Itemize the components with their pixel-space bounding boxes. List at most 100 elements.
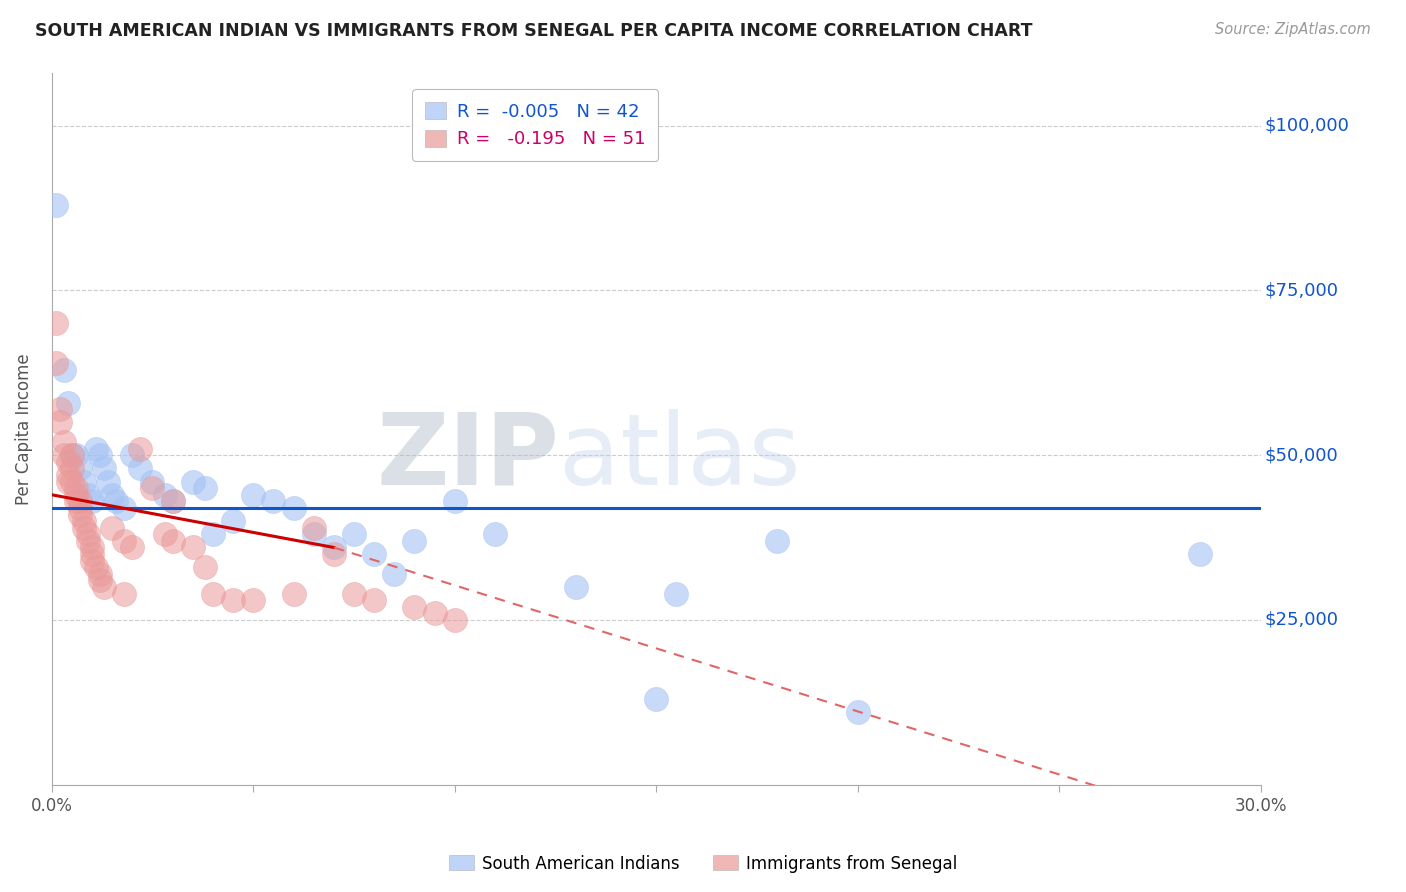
Point <box>97 475 120 489</box>
Point <box>52 448 75 462</box>
Point <box>56 468 79 483</box>
Point <box>60 475 83 489</box>
Point <box>162 494 184 508</box>
Point <box>162 533 184 548</box>
Point <box>645 692 668 706</box>
Point <box>89 566 111 581</box>
Point <box>343 527 366 541</box>
Point <box>49 402 72 417</box>
Point <box>423 607 446 621</box>
Point <box>60 448 83 462</box>
Point <box>194 560 217 574</box>
Point <box>443 613 465 627</box>
Point <box>141 475 163 489</box>
Point <box>73 521 96 535</box>
Point <box>101 488 124 502</box>
Point <box>84 560 107 574</box>
Point <box>181 475 204 489</box>
Point <box>194 481 217 495</box>
Point <box>52 435 75 450</box>
Point <box>89 574 111 588</box>
Point <box>80 541 103 555</box>
Point <box>45 198 67 212</box>
Point <box>262 494 284 508</box>
Point <box>242 488 264 502</box>
Point <box>564 580 586 594</box>
Point <box>77 527 100 541</box>
Text: SOUTH AMERICAN INDIAN VS IMMIGRANTS FROM SENEGAL PER CAPITA INCOME CORRELATION C: SOUTH AMERICAN INDIAN VS IMMIGRANTS FROM… <box>35 22 1032 40</box>
Point <box>129 461 152 475</box>
Point <box>382 566 405 581</box>
Y-axis label: Per Capita Income: Per Capita Income <box>15 353 32 505</box>
Point <box>343 587 366 601</box>
Point <box>1189 547 1212 561</box>
Point <box>101 521 124 535</box>
Point <box>363 593 385 607</box>
Point <box>77 533 100 548</box>
Point <box>69 508 91 522</box>
Point <box>65 481 87 495</box>
Point <box>56 475 79 489</box>
Text: Source: ZipAtlas.com: Source: ZipAtlas.com <box>1215 22 1371 37</box>
Point <box>121 448 143 462</box>
Point <box>201 587 224 601</box>
Text: $50,000: $50,000 <box>1264 446 1339 464</box>
Point <box>60 461 83 475</box>
Point <box>846 705 869 719</box>
Point <box>80 494 103 508</box>
Point <box>49 415 72 429</box>
Point <box>153 527 176 541</box>
Point <box>93 580 115 594</box>
Point <box>141 481 163 495</box>
Point <box>766 533 789 548</box>
Point <box>69 461 91 475</box>
Point <box>112 533 135 548</box>
Point <box>283 500 305 515</box>
Point <box>129 442 152 456</box>
Point <box>84 442 107 456</box>
Point <box>443 494 465 508</box>
Point <box>112 587 135 601</box>
Point <box>45 356 67 370</box>
Point <box>60 448 83 462</box>
Point <box>69 500 91 515</box>
Point <box>89 448 111 462</box>
Point <box>222 514 245 528</box>
Point <box>65 488 87 502</box>
Point <box>283 587 305 601</box>
Point <box>363 547 385 561</box>
Text: $25,000: $25,000 <box>1264 611 1339 629</box>
Point <box>181 541 204 555</box>
Point <box>73 514 96 528</box>
Point <box>105 494 128 508</box>
Text: $100,000: $100,000 <box>1264 117 1350 135</box>
Point <box>404 599 426 614</box>
Point <box>242 593 264 607</box>
Point <box>302 521 325 535</box>
Point <box>65 494 87 508</box>
Point <box>302 527 325 541</box>
Point <box>73 475 96 489</box>
Point <box>93 461 115 475</box>
Legend: South American Indians, Immigrants from Senegal: South American Indians, Immigrants from … <box>441 848 965 880</box>
Point <box>80 554 103 568</box>
Point <box>121 541 143 555</box>
Point <box>65 448 87 462</box>
Point <box>404 533 426 548</box>
Point <box>56 395 79 409</box>
Point <box>322 547 344 561</box>
Point <box>484 527 506 541</box>
Point <box>112 500 135 515</box>
Point <box>80 547 103 561</box>
Point <box>162 494 184 508</box>
Point <box>222 593 245 607</box>
Point <box>69 494 91 508</box>
Point <box>45 317 67 331</box>
Text: atlas: atlas <box>560 409 801 506</box>
Legend: R =  -0.005   N = 42, R =   -0.195   N = 51: R = -0.005 N = 42, R = -0.195 N = 51 <box>412 89 658 161</box>
Point <box>52 362 75 376</box>
Point <box>322 541 344 555</box>
Point <box>201 527 224 541</box>
Point <box>77 488 100 502</box>
Point <box>56 455 79 469</box>
